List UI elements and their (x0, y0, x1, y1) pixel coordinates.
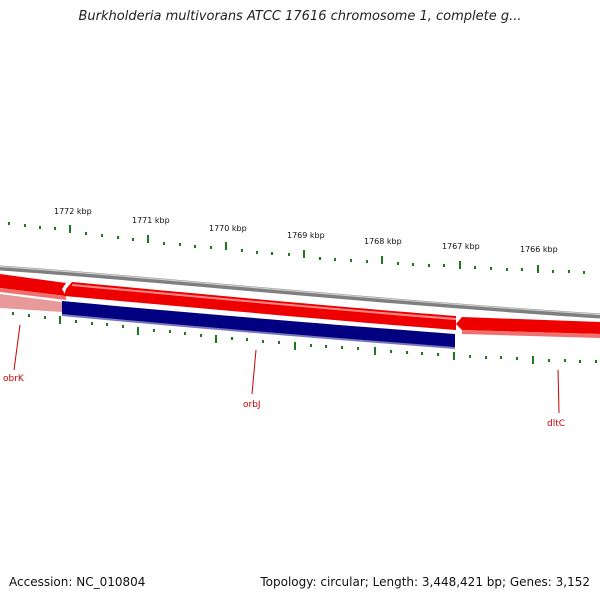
scale-label-1769: 1769 kbp (287, 231, 325, 240)
scale-ticks-upper (8, 222, 585, 274)
scale-label-1770: 1770 kbp (209, 224, 247, 233)
map-title: Burkholderia multivorans ATCC 17616 chro… (78, 9, 522, 24)
gene-dltC-shadow (462, 330, 600, 338)
chromosome-backbone-highlight (0, 265, 600, 316)
gene-label-dltC[interactable]: dltC (547, 419, 565, 429)
gene-orbJ-bar[interactable] (62, 301, 455, 348)
scale-label-1768: 1768 kbp (364, 237, 402, 246)
gene-label-obrK[interactable]: obrK (3, 374, 25, 384)
gene-orbJ-shadow (61, 314, 456, 349)
scale-label-1766: 1766 kbp (520, 245, 558, 254)
orbJ-label-leader (251, 349, 257, 395)
gene-middle-arrow-highlight (71, 284, 457, 320)
scale-label-1767: 1767 kbp (442, 242, 480, 251)
genome-summary-text: Topology: circular; Length: 3,448,421 bp… (260, 575, 590, 589)
scale-label-1772: 1772 kbp (54, 207, 92, 216)
gene-obrK-arrow[interactable] (0, 274, 66, 296)
gene-label-orbJ[interactable]: orbJ (243, 400, 261, 410)
gene-dltC-arrow[interactable] (456, 317, 600, 334)
obrK-label-leader (13, 324, 21, 371)
gene-obrK-shadow (0, 288, 66, 300)
dltC-label-leader (557, 369, 560, 414)
accession-text: Accession: NC_010804 (9, 575, 146, 589)
scale-ticks-lower (12, 312, 597, 364)
scale-label-1771: 1771 kbp (132, 216, 170, 225)
chromosome-backbone (0, 265, 600, 319)
reverse-strand-band (0, 294, 62, 312)
